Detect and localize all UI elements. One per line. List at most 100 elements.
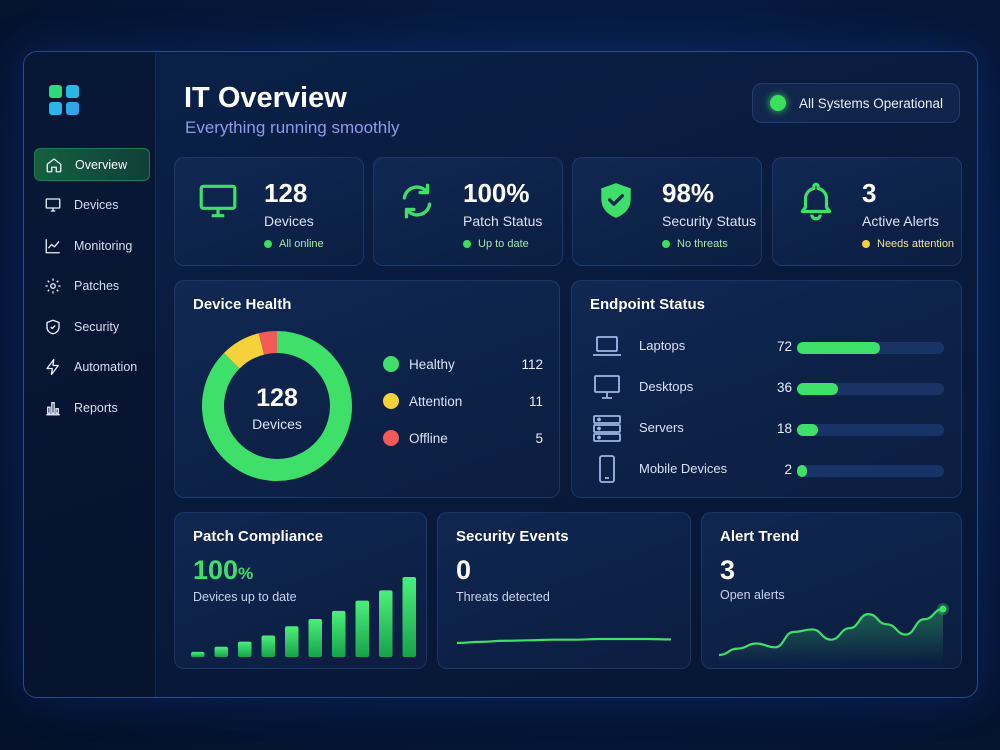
patch-compliance-value: 100%: [193, 555, 253, 586]
donut-segment-offline: [258, 331, 278, 355]
kpi-label: Patch Status: [463, 213, 543, 229]
status-dot: [264, 240, 272, 248]
legend-value: 112: [521, 356, 543, 372]
sidebar: Overview Devices Monitoring Patches Secu…: [24, 52, 156, 697]
alert-trend-value: 3: [720, 555, 736, 585]
sidebar-item-overview[interactable]: Overview: [34, 148, 150, 181]
progress-track: [797, 383, 944, 395]
progress-track: [797, 424, 944, 436]
card-title: Device Health: [193, 296, 292, 313]
status-label: All Systems Operational: [799, 95, 944, 111]
shield-check-icon: [601, 183, 631, 218]
progress-fill: [797, 424, 818, 436]
refresh-icon: [402, 183, 432, 219]
dashboard-window: Overview Devices Monitoring Patches Secu…: [23, 51, 978, 698]
legend-value: 11: [528, 393, 543, 409]
sidebar-item-automation[interactable]: Automation: [34, 351, 150, 384]
kpi-card-security-status[interactable]: 98% Security Status No threats: [572, 157, 762, 266]
kpi-note-text: All online: [279, 238, 324, 250]
kpi-note: Needs attention: [862, 238, 954, 250]
kpi-value: 100%: [463, 178, 530, 208]
alert-trend-sparkline: [718, 603, 949, 663]
system-status-badge[interactable]: All Systems Operational: [752, 83, 960, 123]
sidebar-nav: Overview Devices Monitoring Patches Secu…: [34, 148, 150, 432]
legend-label: Attention: [409, 393, 463, 409]
endpoint-row-desktops[interactable]: Desktops 36: [592, 372, 944, 402]
alert-trend-end-point: [939, 605, 947, 613]
endpoint-count: 18: [776, 421, 792, 436]
endpoint-status-card: Endpoint Status Laptops 72 Desktops 36 S…: [571, 280, 962, 498]
kpi-label: Devices: [264, 213, 314, 229]
kpi-label: Active Alerts: [862, 213, 940, 229]
sidebar-item-devices[interactable]: Devices: [34, 189, 150, 222]
security-events-sparkline: [456, 637, 672, 645]
endpoint-row-laptops[interactable]: Laptops 72: [592, 331, 944, 361]
device-health-donut: [202, 331, 352, 481]
status-dot: [862, 240, 870, 248]
legend-label: Healthy: [409, 356, 455, 372]
legend-dot: [383, 393, 399, 409]
endpoint-count: 36: [776, 380, 792, 395]
sidebar-item-label: Overview: [75, 157, 128, 172]
endpoint-label: Laptops: [639, 338, 686, 353]
patch-compliance-card: Patch Compliance 100% Devices up to date: [174, 512, 427, 669]
progress-fill: [797, 342, 880, 354]
desktop-icon: [594, 375, 620, 399]
laptop-icon: [593, 336, 621, 356]
kpi-note: Up to date: [463, 238, 529, 250]
donut-center-value: 128: [256, 384, 298, 412]
kpi-note: All online: [264, 238, 324, 250]
patch-bar: [191, 651, 205, 657]
value-number: 100: [193, 555, 239, 585]
kpi-note: No threats: [662, 238, 728, 250]
patch-bar: [332, 610, 346, 657]
card-title: Alert Trend: [720, 528, 800, 545]
kpi-card-devices[interactable]: 128 Devices All online: [174, 157, 364, 266]
value-unit: %: [238, 564, 254, 583]
sidebar-item-security[interactable]: Security: [34, 310, 150, 343]
sidebar-item-reports[interactable]: Reports: [34, 391, 150, 424]
app-logo[interactable]: [49, 85, 79, 115]
monitor-icon: [45, 198, 61, 212]
legend-item-healthy: Healthy 112: [383, 354, 543, 374]
sidebar-item-monitoring[interactable]: Monitoring: [34, 229, 150, 262]
gear-icon: [45, 278, 61, 294]
progress-track: [797, 465, 944, 477]
kpi-label: Security Status: [662, 213, 757, 229]
donut-segment-healthy: [202, 331, 352, 481]
legend-dot: [383, 356, 399, 372]
endpoint-label: Mobile Devices: [639, 461, 728, 476]
kpi-note-text: Up to date: [478, 238, 529, 250]
status-dot: [770, 95, 786, 111]
sidebar-item-label: Patches: [74, 279, 120, 293]
server-icon: [593, 415, 621, 442]
legend-label: Offline: [409, 430, 448, 446]
sidebar-item-label: Security: [74, 319, 120, 334]
status-dot: [662, 240, 670, 248]
endpoint-label: Desktops: [639, 379, 694, 394]
sidebar-item-patches[interactable]: Patches: [34, 270, 150, 303]
logo-tile: [49, 102, 62, 115]
logo-tile: [66, 85, 79, 98]
sidebar-item-label: Automation: [74, 360, 138, 374]
patch-bar: [402, 577, 416, 657]
patch-bar: [238, 641, 252, 657]
legend-item-offline: Offline 5: [383, 428, 543, 448]
page-title: IT Overview: [184, 82, 347, 114]
bell-icon: [800, 182, 832, 221]
patch-compliance-bar-chart: [191, 577, 416, 657]
bar-chart-icon: [46, 401, 60, 415]
kpi-card-patch-status[interactable]: 100% Patch Status Up to date: [373, 157, 563, 266]
endpoint-row-mobile-devices[interactable]: Mobile Devices 2: [592, 454, 944, 484]
home-icon: [46, 157, 62, 172]
sidebar-item-label: Devices: [74, 198, 119, 212]
kpi-card-active-alerts[interactable]: 3 Active Alerts Needs attention: [772, 157, 962, 266]
monitor-icon: [199, 184, 237, 218]
kpi-value: 3: [862, 178, 877, 208]
endpoint-row-servers[interactable]: Servers 18: [592, 413, 944, 443]
card-title: Security Events: [456, 528, 569, 545]
logo-tile: [49, 85, 62, 98]
security-events-value: 0: [456, 555, 472, 585]
donut-center-label: Devices: [252, 416, 302, 432]
patch-bar: [379, 590, 393, 657]
